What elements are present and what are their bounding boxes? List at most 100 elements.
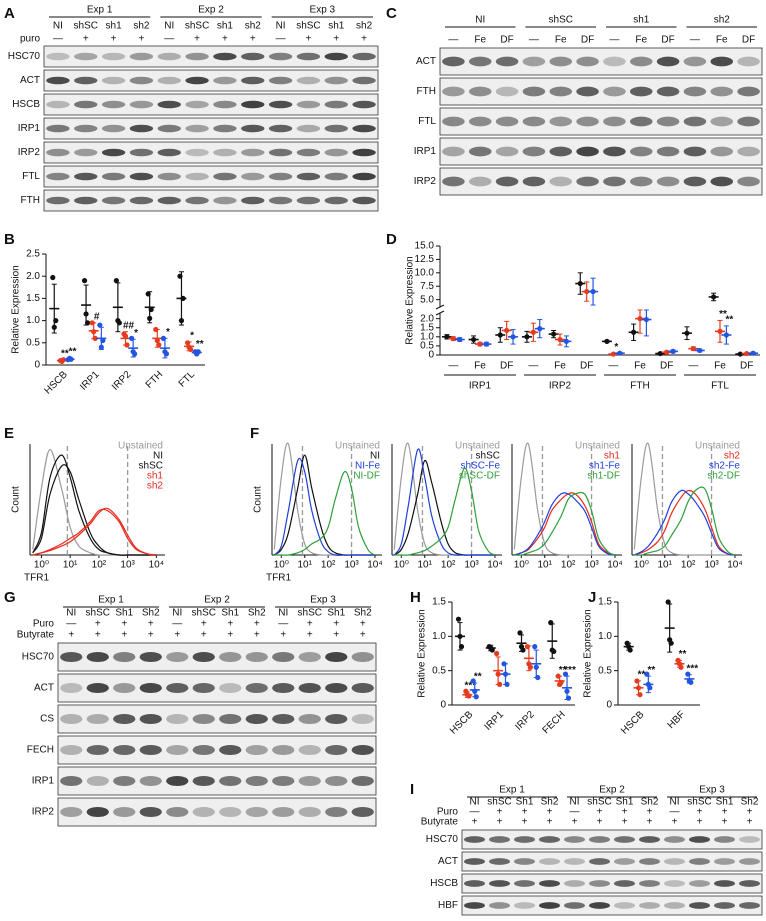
blot-band — [564, 902, 585, 909]
treatment-mark: — — [670, 807, 680, 818]
x-tick-label: 10² — [92, 560, 107, 571]
data-point — [657, 350, 663, 357]
data-point — [501, 661, 507, 667]
blot-band — [219, 744, 242, 756]
treatment-label: Puro — [33, 619, 55, 630]
x-tick-label: DF — [500, 361, 513, 372]
panel-letter: F — [250, 425, 259, 442]
blot-strip — [43, 141, 379, 164]
row-label: ACT — [438, 856, 458, 867]
treatment-mark: + — [254, 619, 260, 630]
row-label: CS — [40, 714, 54, 725]
blot-band — [241, 148, 265, 157]
x-tick-label: FECH — [541, 709, 568, 736]
blot-band — [468, 176, 492, 187]
row-label: ACT — [34, 683, 54, 694]
blot-band — [603, 176, 626, 187]
data-point — [89, 320, 95, 326]
blot-band — [192, 806, 215, 818]
group-label: Exp 3 — [310, 5, 336, 16]
blot-band — [129, 76, 154, 85]
blot-band — [213, 52, 237, 61]
treatment-label: puro — [20, 34, 40, 45]
y-tick-label: 0.5 — [420, 341, 434, 352]
blot-band — [268, 172, 293, 181]
legend-entry: NI — [153, 451, 163, 462]
treatment-mark: + — [111, 34, 117, 45]
blot-strip — [57, 673, 377, 703]
blot-band — [157, 100, 181, 109]
histogram-curve — [634, 489, 736, 556]
data-point — [524, 644, 530, 650]
blot-band — [46, 76, 70, 85]
blot-band — [296, 196, 321, 205]
significance: * — [166, 327, 170, 338]
blot-band — [589, 836, 610, 843]
blot-band — [213, 100, 237, 109]
treatment-mark: + — [305, 34, 311, 45]
group-label: Exp 2 — [599, 785, 625, 796]
blot-band — [739, 880, 760, 887]
x-tick-label: DF — [660, 361, 673, 372]
blot-band — [46, 52, 70, 61]
data-point — [717, 328, 723, 334]
blot-band — [60, 651, 83, 663]
blot-band — [325, 744, 348, 756]
lane-label: — — [609, 35, 619, 46]
row-label: IRP1 — [32, 776, 55, 787]
y-tick-label: 1.0 — [432, 631, 446, 642]
lane-label: — — [529, 35, 539, 46]
blot-band — [101, 124, 126, 133]
blot-band — [514, 858, 535, 865]
x-tick-label: IRP2 — [513, 709, 537, 733]
blot-band — [60, 744, 83, 756]
lane-label: Fe — [474, 35, 486, 46]
blot-band — [46, 124, 70, 133]
lane-label: shSC — [298, 608, 322, 619]
x-tick-label: Fe — [474, 361, 486, 372]
blot-band — [113, 775, 136, 787]
legend-entry: Unstained — [455, 441, 500, 452]
row-label: ACT — [416, 56, 436, 67]
blot-strip — [43, 45, 379, 68]
blot-strip — [57, 766, 377, 796]
blot-band — [464, 902, 485, 909]
row-label: HSC70 — [426, 834, 459, 845]
y-axis-label: Relative Expression — [11, 265, 22, 353]
blot-band — [589, 858, 610, 865]
data-point — [153, 326, 159, 333]
blot-band — [213, 124, 237, 133]
x-tick-label: 10¹ — [63, 560, 78, 571]
data-point — [665, 599, 671, 605]
blot-band — [576, 56, 599, 67]
treatment-mark: — — [172, 619, 182, 630]
blot-band — [296, 172, 321, 181]
blot-band — [352, 172, 376, 181]
blot-band — [74, 76, 98, 85]
data-point — [84, 320, 91, 326]
blot-band — [614, 836, 635, 843]
treatment-mark: + — [83, 34, 89, 45]
x-tick-label: 10⁰ — [514, 560, 529, 571]
treatment-mark: + — [307, 630, 313, 641]
panel-letter: J — [588, 589, 596, 606]
y-tick-label: 1.0 — [598, 631, 612, 642]
blot-strip — [57, 704, 377, 734]
blot-band — [489, 858, 510, 865]
blot-band — [710, 116, 734, 127]
blot-band — [683, 56, 707, 67]
blot-band — [166, 651, 189, 663]
lane-label: shSC — [192, 608, 216, 619]
data-point — [533, 664, 539, 670]
y-axis-label: Relative Expression — [583, 609, 594, 697]
data-point — [188, 346, 194, 353]
blot-band — [219, 775, 242, 787]
x-axis-label: TFR1 — [266, 573, 291, 584]
blot-band — [245, 806, 268, 818]
data-point — [685, 671, 691, 677]
significance: ** — [638, 670, 646, 681]
blot-band — [564, 836, 585, 843]
legend-entry: Unstained — [575, 441, 620, 452]
data-point — [737, 351, 743, 357]
blot-band — [113, 682, 136, 694]
